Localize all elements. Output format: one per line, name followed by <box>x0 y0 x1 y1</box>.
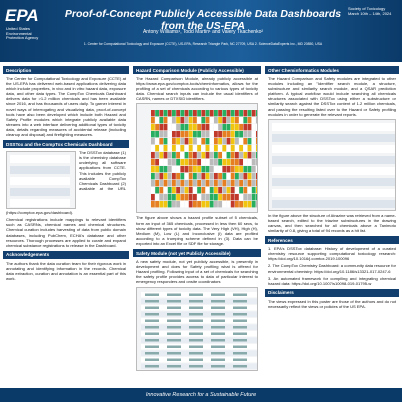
section-heading: Description <box>3 66 129 74</box>
section: Acknowledgements The authors thank the da… <box>3 250 129 282</box>
paragraph: The Hazard Comparison and Safety modules… <box>268 76 396 117</box>
header: EPA United States Environmental Protecti… <box>0 0 402 62</box>
paragraph: 1. EPA's DSSTox database: History of dev… <box>268 246 396 262</box>
section: Other Cheminformatics Modules The Hazard … <box>265 66 399 233</box>
paragraph: A new safety module, not yet publicly ac… <box>136 259 258 285</box>
affiliations: 1. Center for Computational Toxicology a… <box>83 42 323 46</box>
paragraph: In the figure above the structure of Atr… <box>268 212 396 234</box>
section-heading: Hazard Comparison Module (Publicly Acces… <box>133 66 261 74</box>
column: Hazard Comparison Module (Publicly Acces… <box>133 66 261 374</box>
section: Disclaimers The views expressed in this p… <box>265 288 399 309</box>
section-heading: Acknowledgements <box>3 250 129 259</box>
section: Description The Center for Computational … <box>3 66 129 137</box>
footer: Innovative Research for a Sustainable Fu… <box>0 388 402 402</box>
section-heading: Disclaimers <box>265 288 399 297</box>
paragraph: The authors thank the data curation team… <box>6 260 126 282</box>
authors: Antony Williams¹, Todd Martin¹ and Valer… <box>142 29 264 35</box>
section: References 1. EPA's DSSTox database: Hist… <box>265 236 399 286</box>
paragraph: Chemical registrations include mappings … <box>6 217 126 248</box>
paragraph: The views expressed in this poster are t… <box>268 298 396 309</box>
logo: EPA <box>5 6 39 25</box>
section-heading: Safety Module (not yet Publicly Accessib… <box>133 249 261 258</box>
paragraph: 2. The CompTox Chemistry Dashboard: a co… <box>268 263 396 274</box>
title: Proof-of-Concept Publicly Accessible Dat… <box>64 8 342 32</box>
column: Other Cheminformatics Modules The Hazard … <box>265 66 399 312</box>
paragraph: The Hazard Comparison Module, already pu… <box>136 76 258 102</box>
paragraph: The Center for Computational Toxicology … <box>6 76 126 138</box>
section: Hazard Comparison Module (Publicly Acces… <box>133 66 261 246</box>
paragraph: The DSSTox database (1) is the chemistry… <box>6 150 126 216</box>
event: Society of Toxicology March 10th – 14th, … <box>348 6 400 16</box>
event-dates: March 10th – 14th, 2024 <box>348 11 392 16</box>
paragraph: The figure above shows a hazard profile … <box>136 215 258 246</box>
section-heading: Other Cheminformatics Modules <box>265 66 399 74</box>
figure-graphic <box>272 122 396 208</box>
section: DSSTox and the CompTox Chemicals Dashboa… <box>3 140 129 248</box>
event-name: Society of Toxicology <box>348 6 386 11</box>
column: Description The Center for Computational … <box>3 66 129 284</box>
figure <box>136 103 260 214</box>
figure-graphic <box>10 155 70 208</box>
section: Safety Module (not yet Publicly Accessib… <box>133 249 261 371</box>
section-heading: References <box>265 236 399 245</box>
agency: United States Environmental Protection A… <box>6 26 39 41</box>
paragraph: 3. An automated framework for compiling … <box>268 275 396 286</box>
figure <box>136 286 258 371</box>
figure <box>6 151 76 210</box>
figure-graphic <box>141 291 257 369</box>
figure-graphic <box>151 110 260 208</box>
figure <box>268 118 396 211</box>
section-heading: DSSTox and the CompTox Chemicals Dashboa… <box>3 140 129 149</box>
